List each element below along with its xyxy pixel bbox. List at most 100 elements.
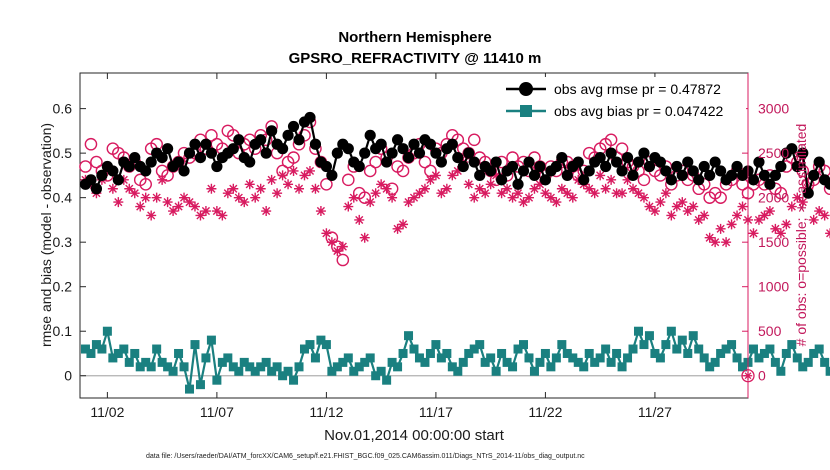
rmse-point [424, 138, 437, 150]
bias-point [201, 353, 211, 363]
bias-point [688, 331, 698, 341]
assimilated-obs-point [343, 201, 354, 212]
bias-point [212, 375, 222, 385]
bias-point [792, 353, 802, 363]
assimilated-obs-point [310, 183, 321, 194]
rmse-point [654, 156, 666, 168]
rmse-point [764, 178, 776, 190]
y-axis-left-label: rmse and bias (model - observation) [38, 123, 54, 347]
bias-point [425, 348, 435, 358]
possible-obs-point [84, 137, 98, 151]
rmse-point [512, 178, 524, 190]
assimilated-obs-point [387, 192, 398, 203]
y-left-tick-label: 0.3 [53, 234, 73, 250]
bias-point [803, 357, 813, 367]
rmse-point [282, 129, 294, 141]
assimilated-obs-point [699, 210, 710, 221]
assimilated-obs-point [135, 201, 146, 212]
bias-point [776, 366, 786, 376]
y-left-tick-label: 0.4 [53, 190, 73, 206]
bias-point [623, 353, 633, 363]
assimilated-obs-point [753, 214, 764, 225]
rmse-point [578, 174, 590, 186]
bias-point [677, 335, 687, 345]
rmse-point [140, 165, 152, 177]
bias-point [491, 366, 501, 376]
assimilated-obs-point [715, 223, 726, 234]
bias-point [529, 366, 539, 376]
assimilated-obs-point [315, 206, 326, 217]
assimilated-obs-point [409, 192, 419, 203]
legend: obs avg rmse pr = 0.47872 obs avg bias p… [506, 77, 746, 121]
y-right-tick-label: 2500 [758, 145, 789, 161]
assimilated-obs-point [151, 192, 162, 203]
bias-point [299, 344, 309, 354]
assimilated-obs-point [474, 183, 485, 194]
assimilated-obs-point [775, 228, 786, 239]
assimilated-obs-point [786, 201, 797, 212]
bias-point [633, 326, 643, 336]
bias-point [738, 362, 748, 372]
bias-point [135, 362, 145, 372]
assimilated-obs-point [304, 165, 315, 176]
rmse-point [85, 174, 97, 186]
bias-point [590, 357, 600, 367]
possible-obs-point [714, 191, 727, 204]
possible-obs-point [637, 173, 651, 187]
rmse-point [112, 174, 124, 186]
assimilated-obs-point [294, 183, 305, 194]
y-axis-right-label: # of obs: o=possible; ∗=assimilated [793, 124, 809, 347]
rmse-point [189, 138, 201, 150]
rmse-point [632, 156, 645, 168]
rmse-point [556, 151, 568, 164]
assimilated-obs-point [283, 179, 294, 190]
x-tick-labels: 11/02 11/07 11/12 11/17 11/22 11/27 [90, 404, 672, 420]
x-axis-label: Nov.01,2014 00:00:00 start [324, 427, 505, 444]
bias-point [666, 326, 676, 336]
bias-point [436, 353, 446, 363]
assimilated-obs-point [332, 246, 343, 257]
bias-point [420, 357, 430, 367]
bias-point [294, 362, 304, 372]
assimilated-obs-point [534, 179, 545, 190]
rmse-point [769, 169, 781, 181]
bias-point [130, 348, 140, 358]
bias-point [206, 335, 216, 345]
rmse-point [485, 165, 497, 177]
assimilated-obs-point [688, 201, 699, 212]
bias-point [190, 340, 200, 350]
rmse-point [386, 147, 398, 159]
rmse-point [660, 165, 672, 177]
assimilated-obs-point [671, 201, 682, 212]
bias-point [639, 340, 649, 350]
bias-point [710, 357, 720, 367]
assimilated-obs-point [502, 183, 513, 194]
rmse-point [413, 147, 426, 159]
assimilated-obs-point [628, 183, 639, 194]
assimilated-obs-point [244, 179, 255, 190]
bias-point [798, 362, 808, 372]
x-tick-label: 11/22 [528, 404, 562, 420]
rmse-point [610, 156, 623, 168]
assimilated-obs-point [381, 183, 392, 194]
legend-bias-label: obs avg bias pr = 0.047422 [554, 103, 724, 119]
assimilated-obs-point [732, 210, 743, 221]
assimilated-obs-point [622, 174, 633, 185]
rmse-point [287, 120, 300, 133]
assimilated-obs-point [398, 219, 409, 230]
rmse-point [583, 165, 595, 177]
assimilated-obs-point [759, 210, 770, 221]
bias-point [781, 348, 791, 358]
bias-point [354, 362, 364, 372]
x-tick-label: 11/12 [309, 404, 343, 420]
assimilated-obs-point [611, 188, 622, 199]
assimilated-obs-point [595, 170, 606, 181]
rmse-point [638, 147, 650, 159]
bias-point [442, 348, 452, 358]
assimilated-obs-point [682, 206, 693, 217]
bias-point [102, 326, 112, 336]
bias-point [163, 362, 173, 372]
bias-point [409, 344, 419, 354]
rmse-point [178, 165, 190, 177]
